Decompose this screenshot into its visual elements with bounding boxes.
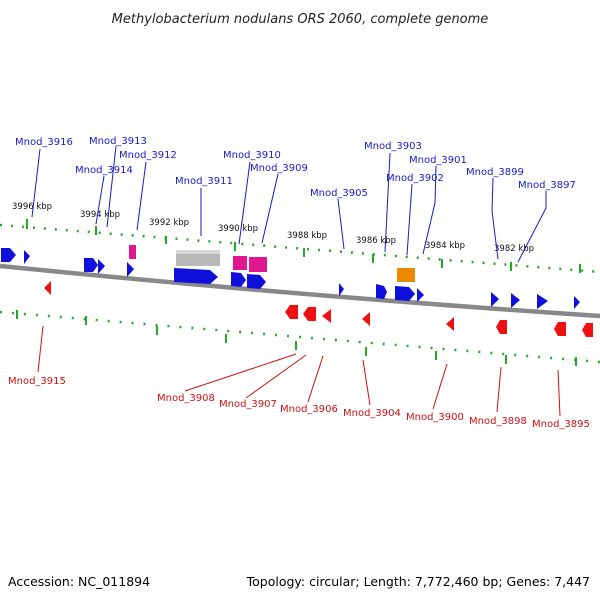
gene-label[interactable]: Mnod_3898: [469, 416, 527, 427]
forward-cds: [339, 283, 344, 296]
kbp-label: 3996 kbp: [12, 202, 52, 212]
gene-label[interactable]: Mnod_3907: [219, 399, 277, 410]
reverse-cds: [554, 322, 566, 336]
gene-label[interactable]: Mnod_3906: [280, 404, 338, 415]
reverse-cds: [496, 320, 507, 334]
gene-label[interactable]: Mnod_3913: [89, 136, 147, 147]
lower-tick-track: [0, 310, 600, 366]
rna-feature: [129, 245, 136, 259]
gene-label[interactable]: Mnod_3912: [119, 150, 177, 161]
gene-label[interactable]: Mnod_3911: [175, 176, 233, 187]
reverse-strand-features: [44, 281, 593, 337]
forward-strand-features: [1, 248, 580, 309]
rna-and-other-features: [129, 245, 415, 282]
gene-label[interactable]: Mnod_3910: [223, 150, 281, 161]
gene-label[interactable]: Mnod_3908: [157, 393, 215, 404]
forward-cds: [174, 268, 218, 284]
gene-label[interactable]: Mnod_3915: [8, 376, 66, 387]
forward-cds: [1, 248, 16, 262]
bottom-leader-lines: [37, 325, 561, 417]
reverse-cds: [303, 307, 316, 321]
forward-cds: [395, 286, 415, 301]
gene-label[interactable]: Mnod_3914: [75, 165, 133, 176]
orange-feature: [397, 268, 415, 282]
bottom-gene-labels: Mnod_3915 Mnod_3908 Mnod_3907 Mnod_3906 …: [8, 376, 590, 430]
map-title: Methylobacterium nodulans ORS 2060, comp…: [112, 12, 489, 27]
kbp-label: 3988 kbp: [287, 231, 327, 241]
upper-tick-track: [0, 219, 600, 274]
forward-cds: [537, 294, 548, 309]
kbp-label: 3986 kbp: [356, 236, 396, 246]
kbp-labels: 3996 kbp 3994 kbp 3992 kbp 3990 kbp 3988…: [12, 202, 534, 254]
reverse-cds: [322, 309, 331, 323]
reverse-cds: [446, 317, 454, 331]
kbp-label: 3982 kbp: [494, 244, 534, 254]
gene-label[interactable]: Mnod_3904: [343, 408, 401, 419]
gene-label[interactable]: Mnod_3902: [386, 173, 444, 184]
genome-backbone: [0, 263, 600, 319]
top-gene-labels: Mnod_3916 Mnod_3913 Mnod_3912 Mnod_3914 …: [15, 136, 576, 199]
topology-text: Topology: circular; Length: 7,772,460 bp…: [246, 574, 590, 589]
forward-cds: [376, 284, 387, 299]
reverse-cds: [285, 305, 298, 319]
accession-text: Accession: NC_011894: [8, 574, 150, 589]
gene-label[interactable]: Mnod_3903: [364, 141, 422, 152]
forward-cds: [417, 288, 424, 302]
gene-label[interactable]: Mnod_3895: [532, 419, 590, 430]
gene-label[interactable]: Mnod_3916: [15, 137, 73, 148]
rna-feature: [249, 257, 267, 272]
forward-cds: [127, 262, 134, 277]
forward-cds: [84, 258, 98, 272]
forward-cds: [98, 259, 105, 274]
forward-cds: [247, 274, 266, 289]
forward-cds: [574, 296, 580, 309]
gene-label[interactable]: Mnod_3905: [310, 188, 368, 199]
gene-label[interactable]: Mnod_3897: [518, 180, 576, 191]
forward-cds: [231, 272, 246, 287]
reverse-cds: [582, 323, 593, 337]
forward-cds: [24, 250, 30, 264]
gene-label[interactable]: Mnod_3901: [409, 155, 467, 166]
reverse-cds: [362, 312, 370, 326]
gene-label[interactable]: Mnod_3909: [250, 163, 308, 174]
gene-label[interactable]: Mnod_3900: [406, 412, 464, 423]
kbp-label: 3984 kbp: [425, 241, 465, 251]
forward-cds: [511, 293, 520, 308]
kbp-label: 3990 kbp: [218, 224, 258, 234]
kbp-label: 3994 kbp: [80, 210, 120, 220]
kbp-label: 3992 kbp: [149, 218, 189, 228]
forward-cds: [491, 292, 499, 307]
rna-feature: [233, 256, 247, 270]
gene-label[interactable]: Mnod_3899: [466, 167, 524, 178]
top-leader-lines: [31, 145, 547, 263]
reverse-cds: [44, 281, 51, 295]
